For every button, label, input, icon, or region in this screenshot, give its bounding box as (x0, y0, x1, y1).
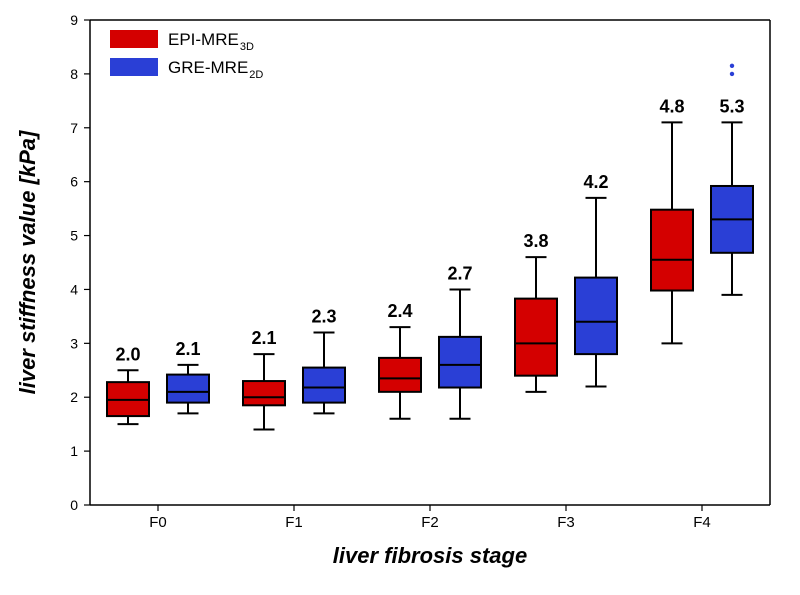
y-tick-label: 3 (70, 335, 78, 351)
outlier (730, 72, 734, 76)
x-tick-label: F0 (149, 514, 167, 531)
box (651, 210, 693, 291)
box (379, 358, 421, 392)
x-tick-label: F3 (557, 514, 575, 531)
y-tick-label: 2 (70, 389, 78, 405)
box (439, 337, 481, 388)
y-tick-label: 8 (70, 66, 78, 82)
legend-label-sub: 2D (249, 69, 263, 81)
box (515, 299, 557, 376)
y-tick-label: 0 (70, 497, 78, 513)
box (167, 375, 209, 403)
y-tick-label: 4 (70, 281, 78, 297)
y-tick-label: 9 (70, 12, 78, 28)
x-tick-label: F1 (285, 514, 303, 531)
outlier (730, 64, 734, 68)
legend-swatch (110, 58, 158, 76)
value-label: 2.0 (115, 344, 140, 364)
y-tick-label: 7 (70, 120, 78, 136)
value-label: 2.7 (447, 263, 472, 283)
x-tick-label: F2 (421, 514, 439, 531)
value-label: 4.8 (659, 96, 684, 116)
box (243, 381, 285, 405)
value-label: 2.3 (311, 307, 336, 327)
legend-label: GRE-MRE (168, 58, 248, 77)
box (575, 278, 617, 355)
value-label: 2.4 (387, 301, 412, 321)
boxplot-chart: 0 1 2 3 4 5 6 7 8 9 liver stiffness value [kPa] F0 2… (0, 0, 800, 595)
y-tick-label: 5 (70, 228, 78, 244)
legend-label-sub: 3D (240, 41, 254, 53)
value-label: 2.1 (251, 328, 276, 348)
x-tick-label: F4 (693, 514, 711, 531)
legend-swatch (110, 30, 158, 48)
x-axis-label: liver fibrosis stage (333, 543, 527, 568)
y-tick-label: 1 (70, 443, 78, 459)
y-tick-label: 6 (70, 174, 78, 190)
value-label: 5.3 (719, 96, 744, 116)
value-label: 4.2 (583, 172, 608, 192)
chart-container: 0 1 2 3 4 5 6 7 8 9 liver stiffness value [kPa] F0 2… (0, 0, 800, 595)
box (303, 368, 345, 403)
y-axis-label: liver stiffness value [kPa] (15, 130, 40, 394)
legend-label: EPI-MRE (168, 30, 239, 49)
value-label: 3.8 (523, 231, 548, 251)
value-label: 2.1 (175, 339, 200, 359)
